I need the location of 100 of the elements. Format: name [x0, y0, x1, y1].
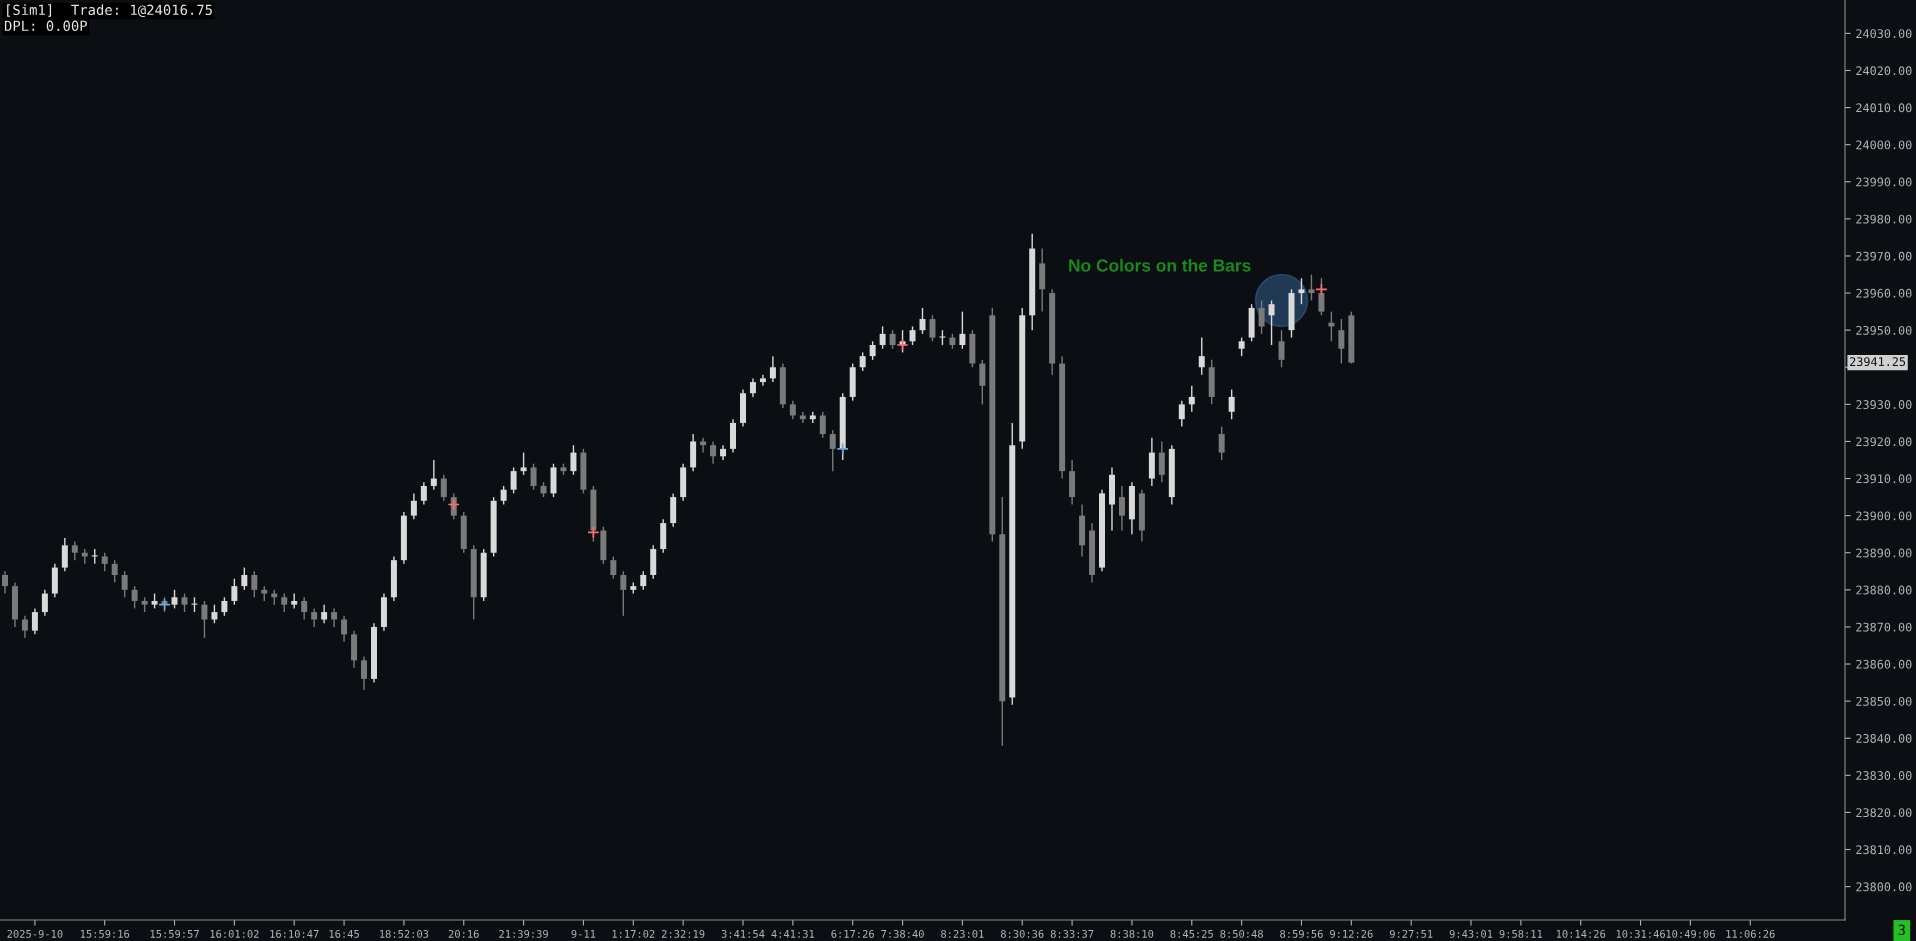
candlestick	[410, 492, 417, 521]
candlestick	[281, 592, 288, 613]
candlestick	[530, 463, 537, 491]
x-tick-label: 9:27:51	[1389, 929, 1433, 938]
candlestick	[979, 359, 986, 406]
candlestick	[500, 485, 507, 506]
x-tick-label: 16:01:02	[210, 929, 259, 938]
y-tick-label: 23820.00	[1856, 808, 1912, 818]
x-tick-label: 8:59:56	[1280, 929, 1323, 938]
candlestick	[251, 570, 258, 598]
candlestick	[759, 373, 766, 387]
candlestick	[241, 566, 248, 591]
candlestick	[420, 481, 427, 506]
y-tick-label: 23900.00	[1856, 511, 1912, 521]
text: 3	[1898, 924, 1905, 936]
x-tick-label: 15:59:57	[150, 929, 199, 938]
candlestick	[101, 552, 108, 572]
x-tick-label: 8:50:48	[1220, 929, 1263, 938]
candlestick	[620, 570, 627, 617]
candlestick	[1198, 336, 1205, 376]
candlestick	[1308, 273, 1315, 302]
point	[587, 526, 600, 539]
annotation: DPL: 0.00P	[4, 20, 87, 32]
candlestick	[1278, 329, 1285, 368]
y-tick-label: 23860.00	[1856, 659, 1912, 669]
y-tick-label: 23970.00	[1856, 251, 1912, 261]
candlestick	[1188, 385, 1195, 413]
y-tick-label: 23980.00	[1856, 214, 1912, 224]
candlestick	[1, 570, 8, 595]
y-tick-label: 23870.00	[1856, 622, 1912, 632]
candlestick	[520, 451, 527, 476]
candlestick	[789, 399, 796, 420]
candlestick	[221, 596, 228, 617]
candlestick	[361, 655, 368, 691]
candlestick	[440, 474, 447, 502]
candlestick	[749, 377, 756, 398]
x-tick-label: 9:12:26	[1330, 929, 1373, 938]
candlestick	[71, 540, 78, 561]
candlestick	[211, 603, 218, 624]
candlestick	[700, 437, 707, 454]
x-tick-label: 10:31:46	[1616, 929, 1665, 938]
x-tick-label: 9:43:01	[1449, 929, 1493, 938]
y-tick-label: 23810.00	[1856, 845, 1912, 855]
candlestick	[879, 325, 886, 350]
x-tick-label: 8:23:01	[941, 929, 984, 938]
annotation: No Colors on the Bars	[1069, 258, 1251, 272]
point	[836, 442, 849, 456]
candlestick	[1228, 388, 1235, 420]
candlestick	[311, 607, 318, 628]
y-tick-label: 24030.00	[1856, 29, 1912, 39]
y-tick-label: 23890.00	[1856, 548, 1912, 558]
x-tick-label: 4:41:31	[771, 929, 815, 938]
candlestick	[1298, 277, 1305, 305]
candlestick	[570, 444, 577, 476]
x-tick-label: 16:10:47	[270, 929, 319, 938]
candlestick	[909, 325, 916, 346]
x-tick-label: 8:38:10	[1110, 929, 1154, 938]
x-tick-label: 15:59:16	[80, 929, 130, 938]
candlestick	[869, 340, 876, 361]
candlestick	[610, 555, 617, 580]
candlestick	[331, 607, 338, 628]
x-tick-label: 11:06:26	[1726, 929, 1775, 938]
x-tick-label: 6:17:26	[831, 929, 874, 938]
text: 23941.25	[1850, 357, 1906, 367]
y-tick-label: 23990.00	[1856, 177, 1912, 187]
x-tick-label: 9-11	[571, 929, 596, 938]
candlestick	[889, 329, 896, 350]
x-tick-label: 9:58:11	[1499, 929, 1543, 938]
x-tick-label: 10:14:26	[1556, 929, 1606, 938]
x-tick-label: 1:17:02	[612, 929, 655, 938]
annotation: [Sim1] Trade: 1@24016.75	[7, 4, 212, 18]
point	[158, 598, 171, 611]
candlestick	[710, 440, 717, 465]
x-tick-label: 18:52:03	[380, 929, 429, 938]
point	[896, 338, 909, 352]
candlestick	[121, 570, 128, 598]
y-tick-label: 23950.00	[1856, 325, 1912, 335]
candlestick	[1338, 318, 1345, 365]
candlestick	[1258, 299, 1265, 335]
candlestick	[829, 429, 836, 472]
candlestick	[819, 411, 826, 439]
candlestick	[959, 310, 966, 350]
candlestick	[1238, 336, 1245, 357]
candlestick	[1118, 485, 1125, 532]
x-tick-label: 10:49:06	[1666, 929, 1715, 938]
y-tick-label: 23880.00	[1856, 585, 1912, 595]
point	[1315, 283, 1328, 296]
x-tick-label: 2025-9-10	[7, 929, 63, 938]
y-tick-label: 23840.00	[1856, 733, 1912, 743]
candlestick	[430, 459, 437, 491]
candlestick	[171, 589, 178, 610]
y-tick-label: 23910.00	[1856, 474, 1912, 484]
candlestick	[1178, 399, 1185, 428]
candlestick	[929, 314, 936, 342]
candlestick	[181, 592, 188, 613]
candlestick	[799, 411, 806, 424]
x-tick-label: 8:45:25	[1170, 929, 1213, 938]
candlestick	[21, 615, 28, 639]
point	[447, 498, 460, 511]
y-tick-label: 23920.00	[1856, 437, 1912, 447]
